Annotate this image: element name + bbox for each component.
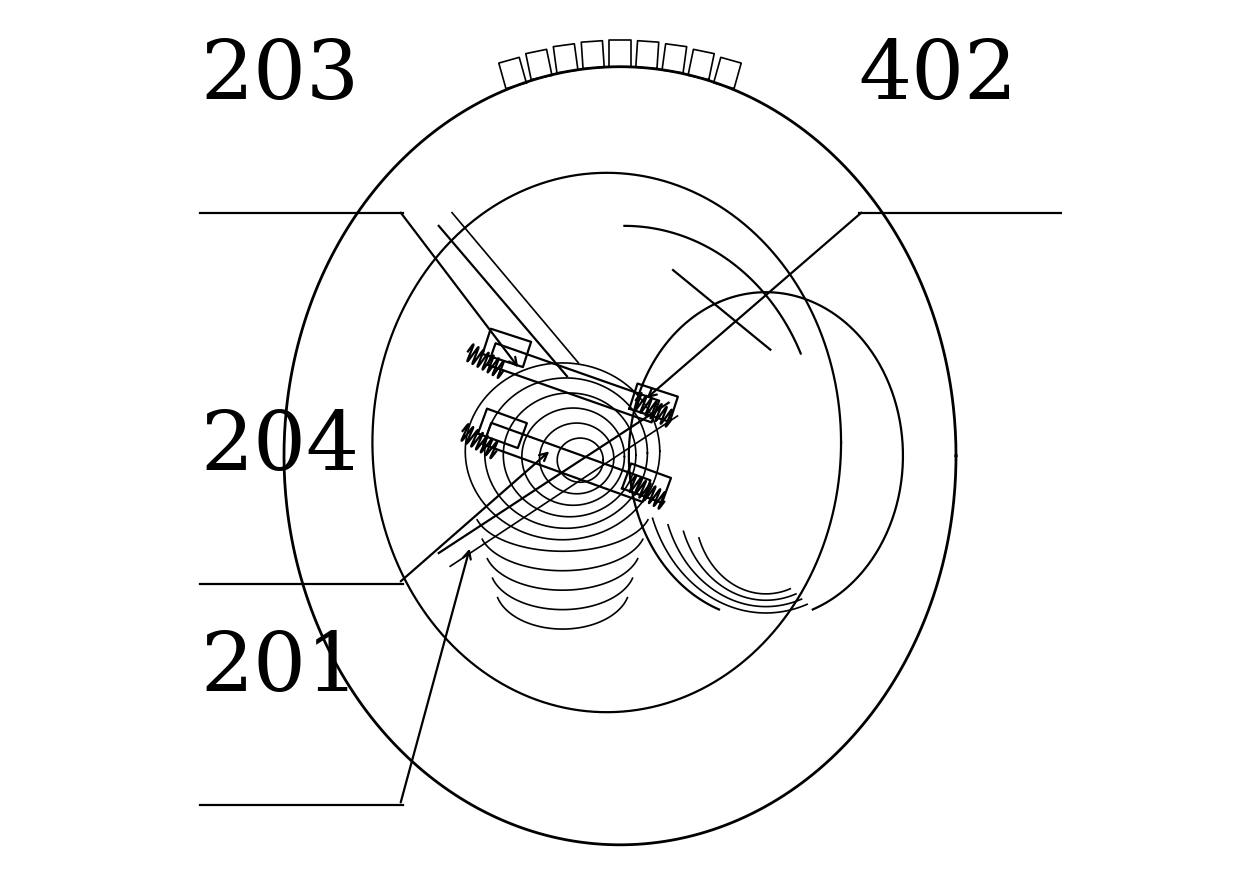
- Text: 204: 204: [200, 408, 360, 487]
- Text: 201: 201: [200, 628, 360, 709]
- Text: 402: 402: [859, 36, 1018, 117]
- Text: 203: 203: [200, 36, 360, 117]
